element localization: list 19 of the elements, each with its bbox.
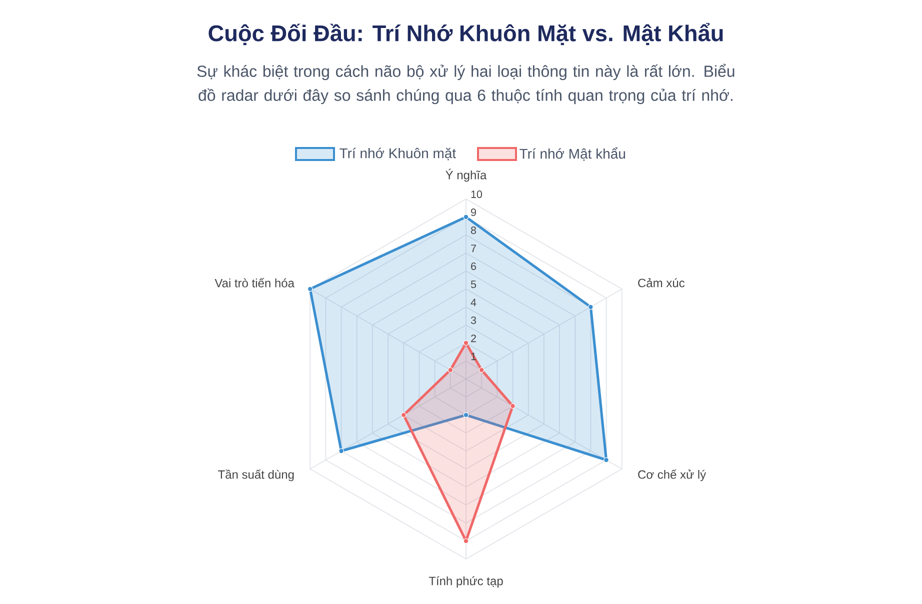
y-tick-label: 8 xyxy=(471,226,476,234)
legend-label: Trí nhớ Mật khẩu xyxy=(520,147,626,161)
y-tick-label: 7 xyxy=(471,244,476,252)
y-tick-label: 10 xyxy=(471,190,482,198)
y-tick-label: 6 xyxy=(471,262,476,270)
y-tick-label: 3 xyxy=(470,316,476,324)
y-tick-label: 5 xyxy=(470,280,476,288)
legend-label: Trí nhớ Khuôn mặt xyxy=(340,148,456,160)
y-tick-label: 4 xyxy=(470,298,476,306)
spoke-label: Tính phức tạp xyxy=(428,576,503,588)
chart-title: Cuộc Đối Đầu: Trí Nhớ Khuôn Mặt vs. Mật Khẩu xyxy=(208,22,723,46)
spoke-label: Cơ chế xử lý xyxy=(638,469,706,482)
y-tick-label: 9 xyxy=(471,208,476,216)
spoke-label: Tần suất dùng xyxy=(218,469,294,482)
spoke-label: Vai trò tiến hóa xyxy=(214,278,294,288)
spoke-label: Ý nghĩa xyxy=(446,168,487,182)
spoke-label: Cảm xúc xyxy=(638,278,685,288)
y-tick-label: 2 xyxy=(471,334,476,342)
chart-subtitle: Sự khác biệt trong cách não bộ xử lý hai loại thông tin này là rất lớn. Biểu đồ radar dưới đây so sánh chúng qua 6 thuộc tính quan trọng của trí nhớ. xyxy=(197,64,734,104)
